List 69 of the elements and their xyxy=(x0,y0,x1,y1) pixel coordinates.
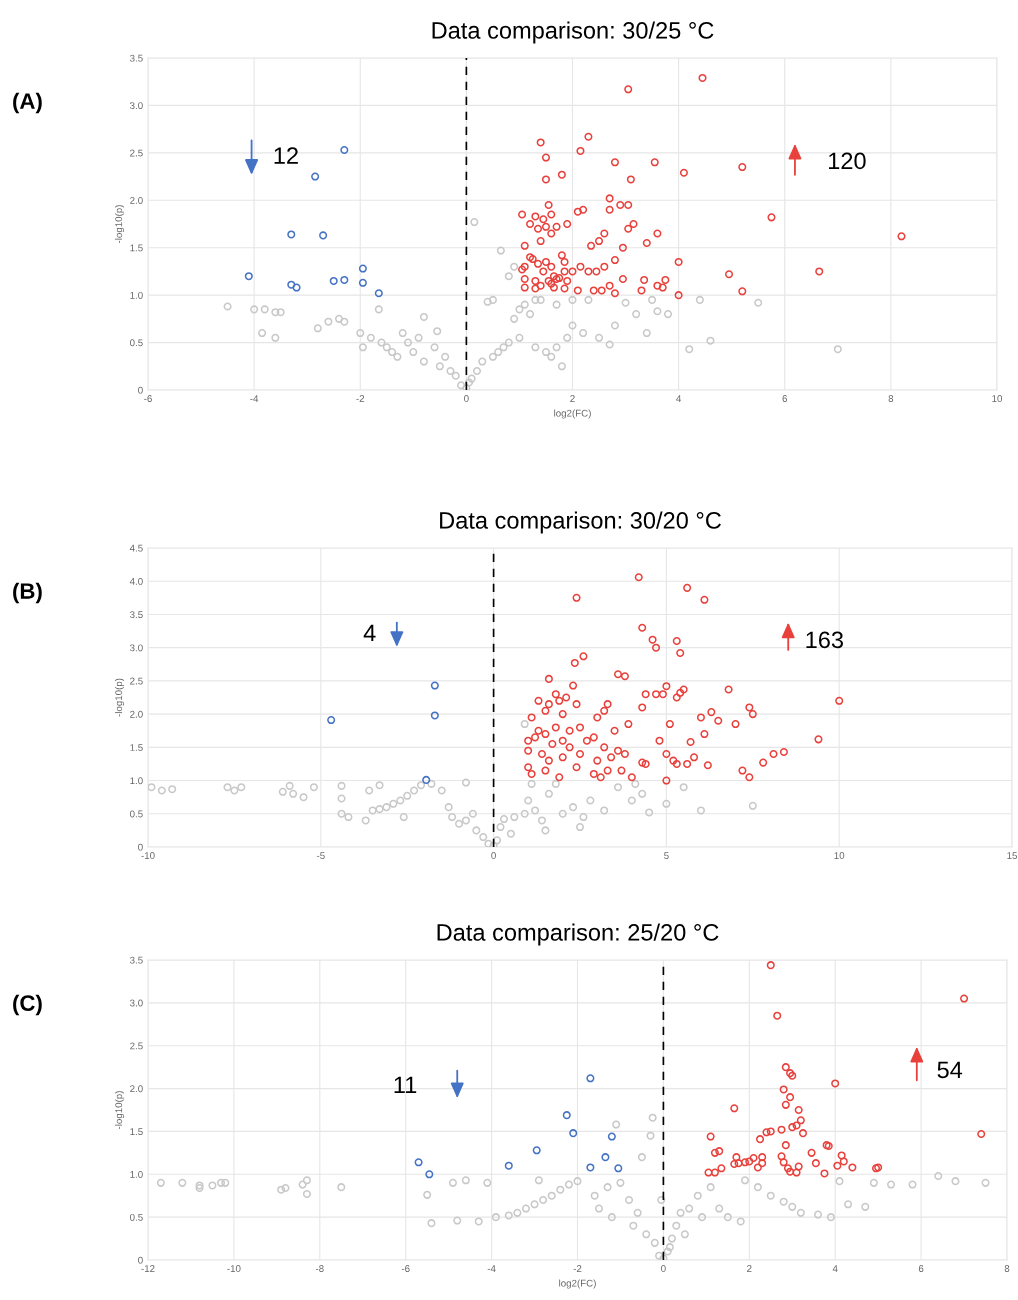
y-tick-label: 2.5 xyxy=(130,1042,143,1050)
y-tick-label: 0.5 xyxy=(130,1213,143,1221)
x-tick-label: 10 xyxy=(992,395,1003,402)
x-tick-label: 0 xyxy=(491,852,496,859)
text: (A) xyxy=(13,92,42,114)
y-tick-label: 0.5 xyxy=(130,810,143,818)
x-tick-label: -10 xyxy=(141,852,155,859)
x-tick-label: -5 xyxy=(316,852,325,859)
chart-title: Data comparison: 30/25 °C xyxy=(432,21,714,44)
y-tick-label: 2.0 xyxy=(130,197,143,204)
x-tick-label: 2 xyxy=(570,395,575,402)
annotation: 163 xyxy=(806,631,843,649)
x-tick-label: -4 xyxy=(250,395,259,402)
x-tick-label: -8 xyxy=(315,1265,324,1272)
x-tick-label: -6 xyxy=(401,1265,410,1272)
x-tick-label: -2 xyxy=(573,1265,582,1272)
y-tick-label: 0 xyxy=(138,1256,143,1264)
y-tick-label: 3.5 xyxy=(130,54,143,62)
y-tick-label: 0 xyxy=(138,386,143,394)
annotation: 120 xyxy=(829,152,866,170)
y-tick-label: 4.5 xyxy=(129,544,143,552)
x-tick-label: 8 xyxy=(1004,1265,1010,1272)
x-tick-label: 10 xyxy=(834,852,845,859)
x-axis-title: log2(FC) xyxy=(554,409,591,419)
y-tick-label: 1.5 xyxy=(130,244,143,252)
text: (C) xyxy=(13,994,42,1016)
x-tick-label: 6 xyxy=(918,1265,924,1272)
chart-title: Data comparison: 30/20 °C xyxy=(440,511,721,534)
y-tick-label: 3.0 xyxy=(130,644,143,652)
y-tick-label: 2.5 xyxy=(130,149,143,157)
y-tick-label: 1.0 xyxy=(130,1171,143,1178)
chart-title: Data comparison: 25/20 °C xyxy=(437,923,719,946)
y-tick-label: 1.5 xyxy=(130,1128,143,1136)
annotation: 11 xyxy=(394,1076,417,1094)
x-tick-label: 5 xyxy=(664,852,669,859)
x-tick-label: -6 xyxy=(144,395,152,402)
x-tick-label: 4 xyxy=(832,1265,838,1272)
y-tick-label: 2.0 xyxy=(130,1085,143,1093)
x-tick-label: -2 xyxy=(356,395,365,402)
annotation: 54 xyxy=(937,1061,963,1079)
y-tick-label: 3.0 xyxy=(130,102,143,110)
x-tick-label: -12 xyxy=(141,1265,155,1272)
x-tick-label: -10 xyxy=(227,1265,241,1272)
x-tick-label: 15 xyxy=(1007,852,1017,859)
x-tick-label: 0 xyxy=(464,395,469,402)
x-tick-label: -4 xyxy=(487,1265,496,1272)
y-axis-title: -log10(p) xyxy=(115,205,125,244)
x-tick-label: 0 xyxy=(661,1265,666,1272)
x-tick-label: 2 xyxy=(747,1265,752,1272)
y-tick-label: 3.0 xyxy=(130,999,143,1007)
x-tick-label: 8 xyxy=(888,395,894,402)
annotation: 4 xyxy=(363,624,376,642)
y-tick-label: 0.5 xyxy=(130,339,143,347)
y-tick-label: 4.0 xyxy=(129,577,143,585)
x-axis-title: log2(FC) xyxy=(559,1279,596,1289)
y-tick-label: 1.0 xyxy=(130,777,143,785)
annotation: 12 xyxy=(274,147,298,164)
y-tick-label: 0 xyxy=(138,843,143,851)
y-tick-label: 2.0 xyxy=(130,710,143,718)
y-tick-label: 3.5 xyxy=(130,956,143,964)
y-tick-label: 3.5 xyxy=(130,611,143,619)
y-tick-label: 2.5 xyxy=(130,677,143,685)
y-tick-label: 1.5 xyxy=(130,744,143,751)
x-tick-label: 6 xyxy=(782,395,788,402)
x-tick-label: 4 xyxy=(676,395,682,402)
y-axis-title: -log10(p) xyxy=(115,1091,125,1130)
y-tick-label: 1.0 xyxy=(130,291,143,299)
text: (B) xyxy=(13,582,42,604)
y-axis-title: -log10(p) xyxy=(115,678,125,717)
